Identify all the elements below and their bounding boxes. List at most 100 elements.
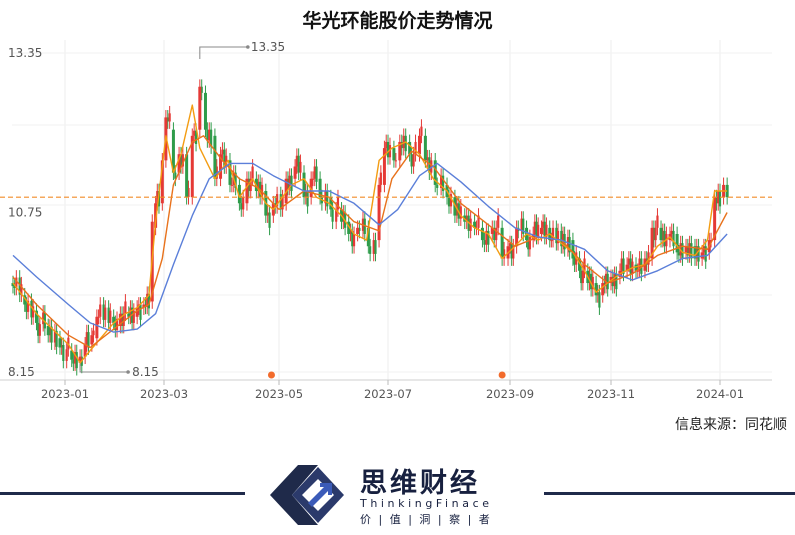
- candle-body: [615, 273, 618, 290]
- candle-body: [326, 191, 329, 207]
- candle-body: [568, 237, 571, 253]
- candle-body: [304, 191, 307, 198]
- candle-body: [550, 240, 553, 242]
- candle-body: [426, 157, 429, 161]
- candle-body: [629, 258, 632, 274]
- footer-rule-left: [0, 492, 245, 495]
- candle-body: [114, 322, 117, 331]
- candle-body: [704, 246, 707, 262]
- candle-body: [15, 277, 18, 288]
- candle-body: [208, 129, 211, 141]
- candle-body: [542, 221, 545, 228]
- low-annotation-line: [79, 364, 129, 373]
- high-annotation-label: 13.35: [251, 40, 285, 54]
- candle-body: [42, 312, 45, 325]
- candle-body: [636, 270, 639, 272]
- candle-body: [60, 345, 63, 348]
- candle-body: [377, 184, 381, 241]
- candle-body: [430, 160, 433, 173]
- candle-body: [537, 224, 540, 238]
- candle-body: [487, 230, 490, 245]
- candle-body: [366, 227, 370, 247]
- candle-body: [23, 295, 27, 305]
- x-tick-label: 2023-09: [486, 387, 534, 401]
- candle-body: [402, 135, 405, 149]
- axes: 13.35 10.75 8.15 2023-01 2023-03 2023-05 2023-…: [0, 46, 772, 401]
- candle-body: [228, 160, 232, 185]
- candle-body: [725, 184, 729, 198]
- candle-body: [135, 307, 139, 317]
- candle-body: [414, 141, 417, 155]
- candle-body: [70, 350, 74, 360]
- candle-body: [166, 117, 169, 122]
- candle-body: [356, 227, 360, 234]
- candle-body: [551, 227, 555, 241]
- candle-body: [194, 130, 198, 144]
- candle-body: [588, 273, 591, 284]
- candle-body: [603, 283, 606, 287]
- candle-body: [634, 264, 638, 271]
- candle-body: [309, 178, 313, 198]
- candle-body: [245, 178, 249, 204]
- candle-body: [420, 126, 423, 136]
- candle-body: [400, 141, 403, 149]
- candle-body: [594, 283, 598, 296]
- candle-body: [697, 246, 700, 262]
- moving-average-lines: [12, 104, 728, 364]
- candle-body: [688, 243, 691, 256]
- candle-body: [625, 264, 629, 271]
- candle-body: [398, 141, 402, 161]
- candle-body: [684, 246, 688, 253]
- candle-body: [433, 160, 437, 185]
- candle-body: [120, 313, 124, 326]
- candle-body: [515, 227, 519, 247]
- candle-body: [38, 324, 41, 336]
- candle-body: [313, 166, 316, 179]
- candle-body: [85, 332, 88, 345]
- candle-body: [622, 258, 625, 274]
- candle-body: [717, 191, 720, 204]
- candle-body: [168, 113, 171, 122]
- candle-body: [477, 215, 480, 228]
- candle-body: [693, 246, 697, 259]
- candle-body: [533, 221, 536, 234]
- candle-body: [428, 157, 431, 173]
- candle-body: [25, 304, 28, 312]
- candle-body: [652, 227, 655, 241]
- candle-body: [675, 233, 679, 253]
- candle-body: [281, 197, 284, 210]
- candle-body: [257, 181, 260, 192]
- candle-body: [177, 154, 181, 173]
- candle-body: [512, 246, 515, 259]
- candle-body: [219, 154, 223, 179]
- candle-body: [129, 307, 132, 317]
- candle-body: [127, 313, 131, 317]
- candle-body: [142, 304, 146, 308]
- candle-body: [132, 310, 135, 323]
- candle-body: [449, 194, 453, 207]
- candle-body: [276, 194, 279, 207]
- candle-body: [318, 178, 322, 198]
- candle-body: [358, 227, 361, 231]
- candle-body: [174, 172, 177, 179]
- candle-body: [497, 215, 500, 228]
- candle-body: [543, 221, 546, 238]
- candle-body: [329, 197, 333, 210]
- candle-body: [266, 212, 269, 216]
- candle-body: [37, 322, 40, 336]
- candle-body: [306, 191, 309, 207]
- candle-body: [459, 206, 462, 219]
- candle-body: [441, 175, 445, 192]
- candle-body: [160, 160, 164, 204]
- candle-body: [225, 155, 228, 167]
- candle-body: [663, 230, 666, 247]
- candle-body: [65, 349, 68, 361]
- candle-body: [213, 135, 217, 179]
- candle-body: [596, 292, 599, 296]
- candle-body: [72, 359, 75, 364]
- stock-chart: 13.35 8.15 13.35 10.75 8.15 2023-01 2023-03 20…: [0, 40, 772, 401]
- candle-body: [590, 273, 593, 290]
- candle-body: [423, 135, 427, 161]
- candle-body: [404, 135, 407, 152]
- candle-body: [386, 141, 390, 158]
